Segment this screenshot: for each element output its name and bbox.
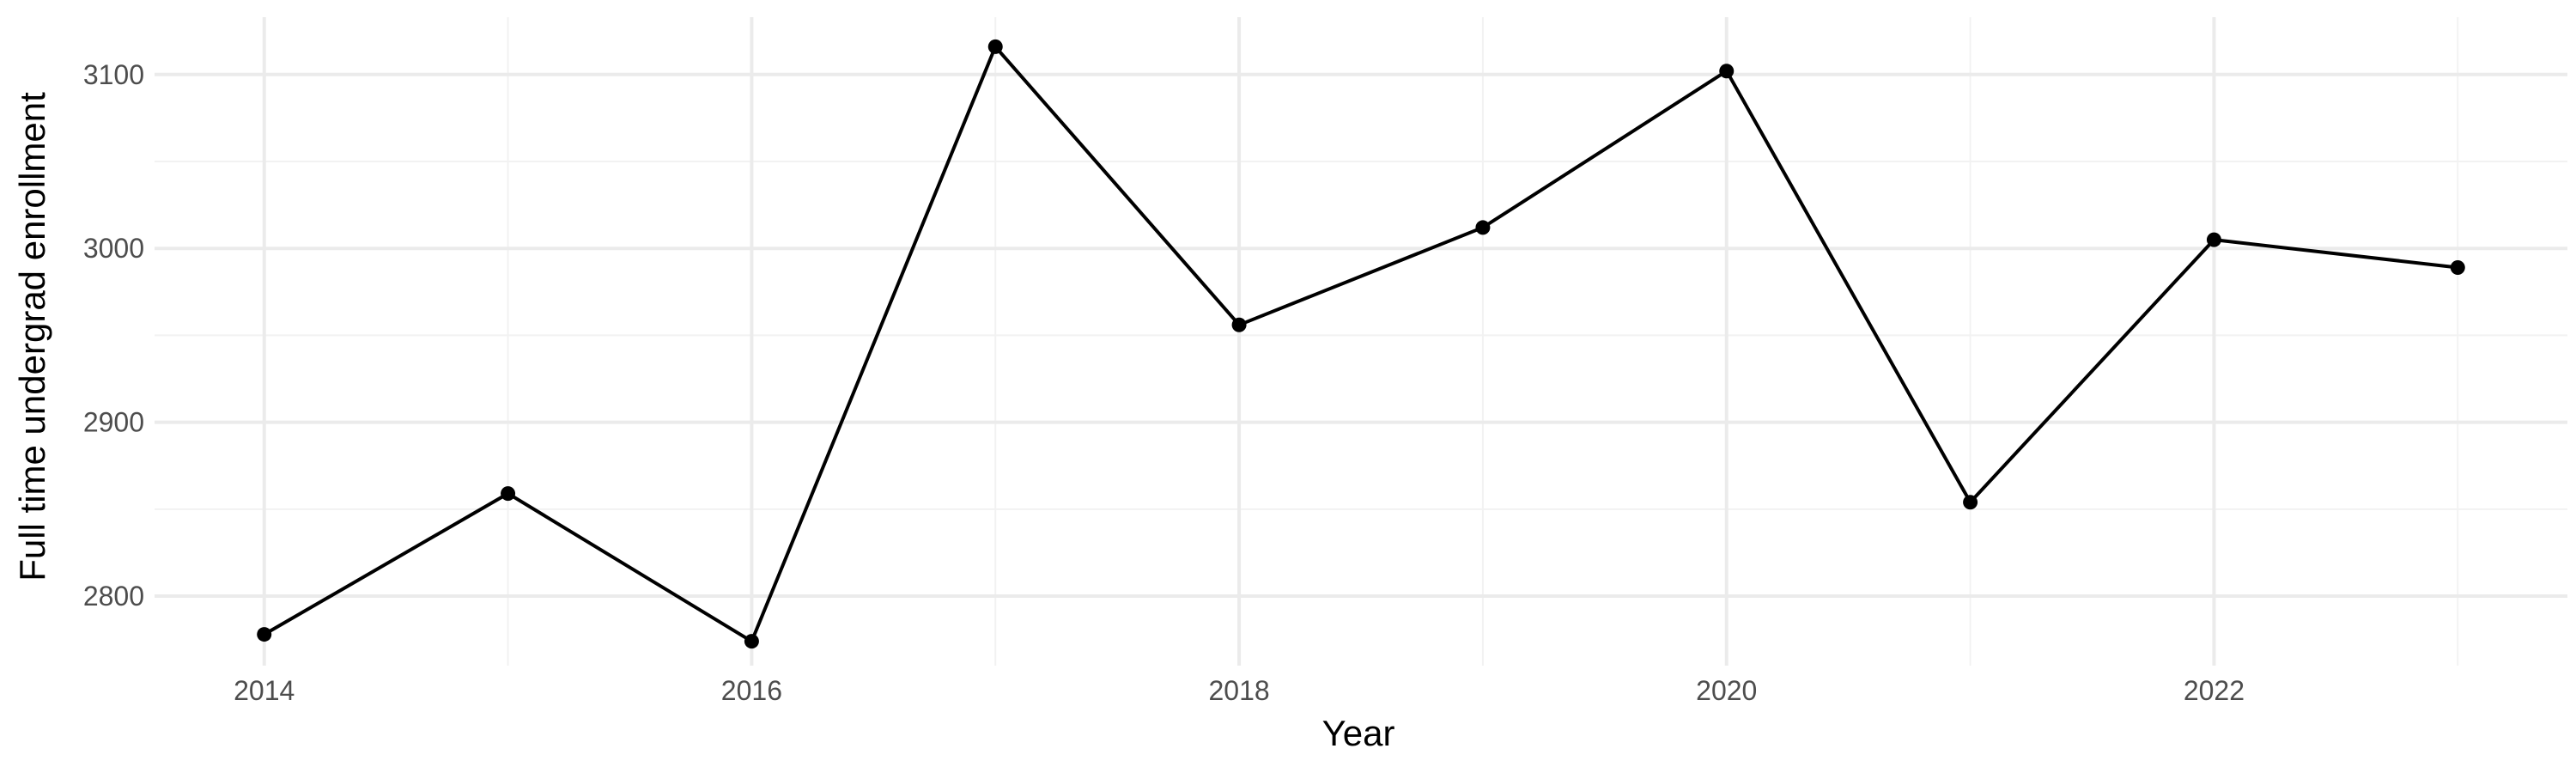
y-tick-label: 3100 bbox=[83, 59, 144, 90]
data-point bbox=[2206, 232, 2221, 247]
data-point bbox=[744, 634, 759, 649]
data-point bbox=[501, 486, 516, 502]
x-tick-label: 2018 bbox=[1208, 675, 1269, 706]
data-point bbox=[1231, 317, 1247, 332]
y-tick-label: 2800 bbox=[83, 581, 144, 612]
data-point bbox=[1475, 220, 1491, 235]
data-point bbox=[987, 39, 1003, 54]
x-axis-ticks: 2014 2016 2018 2020 2022 bbox=[234, 675, 2245, 706]
data-point bbox=[2450, 259, 2465, 275]
gridlines bbox=[155, 17, 2567, 666]
x-tick-label: 2014 bbox=[234, 675, 295, 706]
y-axis-title: Full time undergrad enrollment bbox=[12, 92, 52, 581]
x-tick-label: 2016 bbox=[721, 675, 782, 706]
y-tick-label: 3000 bbox=[83, 233, 144, 264]
series-layer bbox=[257, 39, 2465, 649]
data-point bbox=[257, 627, 272, 642]
y-tick-label: 2900 bbox=[83, 407, 144, 438]
x-tick-label: 2022 bbox=[2184, 675, 2245, 706]
y-axis-ticks: 2800 2900 3000 3100 bbox=[83, 59, 144, 612]
data-point bbox=[1963, 495, 1978, 510]
series-line bbox=[263, 43, 2458, 644]
x-axis-title: Year bbox=[1322, 713, 1395, 753]
data-point bbox=[1719, 64, 1735, 79]
x-tick-label: 2020 bbox=[1696, 675, 1757, 706]
